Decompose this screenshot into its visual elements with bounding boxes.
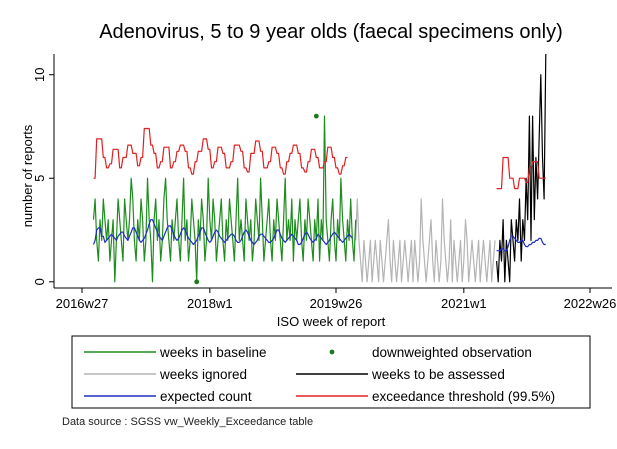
weeks-to-be-assessed-line [496,53,547,283]
x-tick-label: 2018w1 [187,296,233,311]
legend-label: exceedance threshold (99.5%) [372,389,555,404]
weeks-in-baseline-line [92,115,357,283]
expected-count-line [496,235,546,252]
plot-frame [53,54,612,289]
x-tick-label: 2019w26 [310,296,363,311]
legend-label: weeks to be assessed [371,367,505,382]
exceedance-threshold-99-5-line [93,127,348,179]
downweighted-observation-point [313,113,319,119]
x-tick-label: 2021w1 [441,296,487,311]
downweighted-observation-point [194,279,200,285]
weeks-ignored-line [355,198,496,283]
y-ticks: 0 5 10 [32,67,54,285]
legend-items: weeks in baseline downweighted observatio… [84,345,555,404]
legend-label: downweighted observation [372,345,532,360]
y-tick-label: 0 [32,278,47,285]
y-axis-label: number of reports [20,124,35,227]
legend-label: weeks in baseline [159,345,267,360]
x-tick-label: 2016w27 [56,296,109,311]
y-tick-label: 10 [32,67,47,81]
x-axis-label: ISO week of report [277,314,386,329]
legend: weeks in baseline downweighted observatio… [71,335,591,409]
legend-label: expected count [160,389,252,404]
chart-title: Adenovirus, 5 to 9 year olds (faecal spe… [99,21,563,43]
series-layer [92,53,547,285]
expected-count-line [92,219,353,246]
legend-swatch [329,349,335,355]
legend-label: weeks ignored [159,367,247,382]
y-tick-label: 5 [32,175,47,182]
source-note: Data source : SGSS vw_Weekly_Exceedance … [62,416,314,428]
exceedance-threshold-99-5-line [496,156,546,190]
x-tick-label: 2022w26 [564,296,617,311]
x-ticks: 2016w27 2018w1 2019w26 2021w1 2022w26 [56,288,617,311]
